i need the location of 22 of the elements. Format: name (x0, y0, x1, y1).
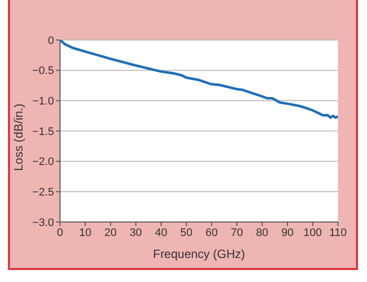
x-tick-label: 30 (130, 226, 142, 239)
x-tick-label: 70 (230, 226, 244, 239)
x-axis-title: Frequency (GHz) (152, 247, 246, 261)
y-tick-label: −0.5 (32, 65, 54, 78)
x-tick-label: 0 (56, 226, 64, 239)
x-tick-label: 110 (329, 226, 347, 239)
line-series (60, 40, 338, 119)
y-tick-label: −2.0 (32, 156, 54, 168)
x-tick-label: 10 (79, 226, 92, 239)
y-tick-label: −2.5 (32, 186, 54, 199)
y-tick-label: 0 (48, 34, 54, 47)
x-tick-label: 90 (281, 226, 294, 239)
x-tick-label: 60 (206, 226, 218, 239)
y-tick-label: −1.0 (32, 96, 54, 108)
y-axis-title: Loss (dB/in.) (11, 104, 26, 171)
x-tick-label: 40 (154, 226, 168, 239)
y-tick-label: −1.5 (32, 126, 54, 138)
x-tick-label: 100 (304, 226, 322, 239)
x-tick-label: 20 (104, 226, 117, 239)
x-tick-label: 80 (256, 226, 268, 239)
y-tick-label: −3.0 (32, 216, 54, 229)
x-tick-label: 50 (180, 226, 192, 239)
